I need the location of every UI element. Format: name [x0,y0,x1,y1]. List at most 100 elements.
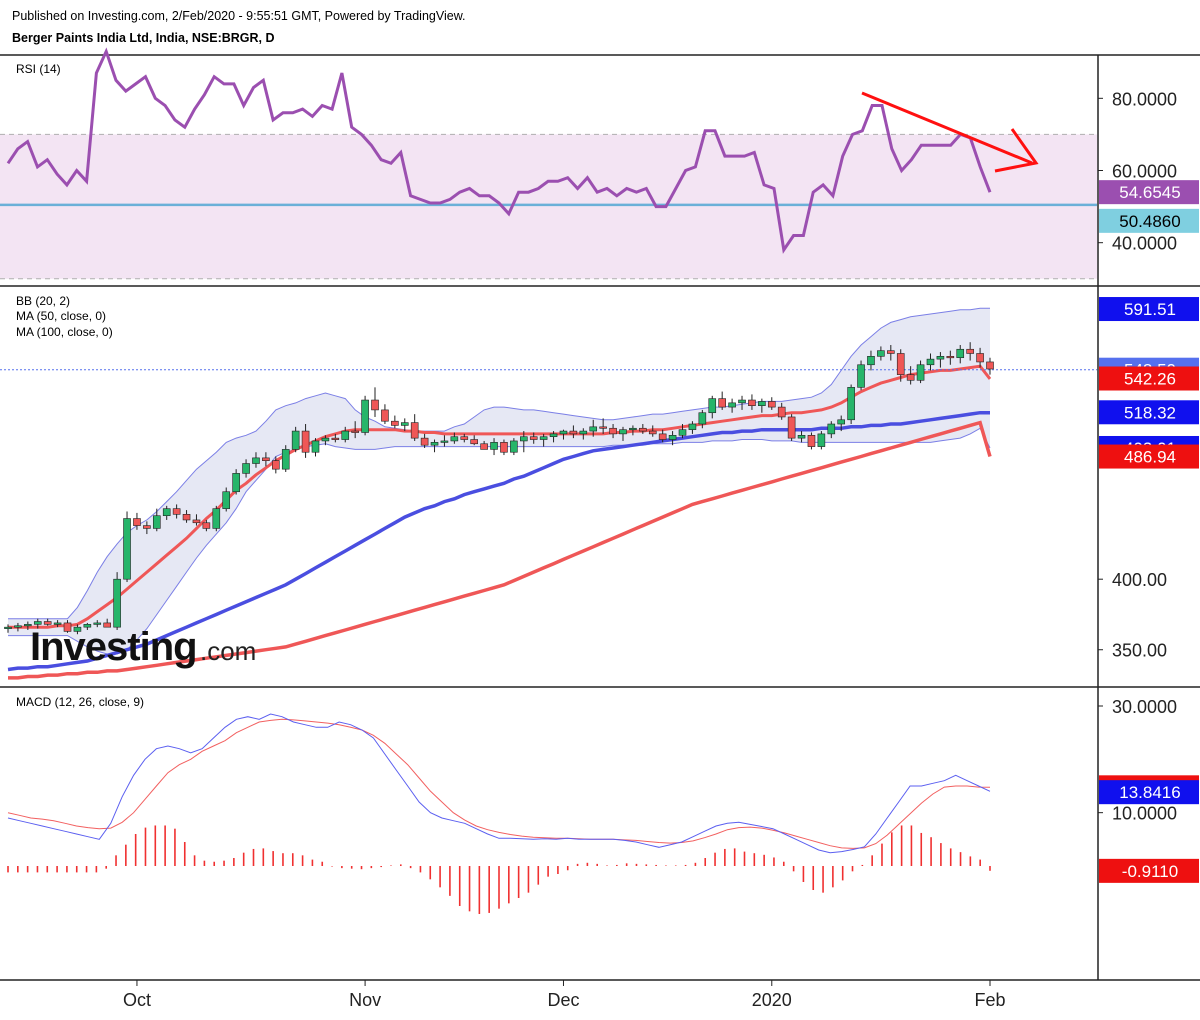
bollinger-lower-line [8,427,991,655]
candle [539,433,548,447]
candle [748,394,756,410]
candle [519,431,528,453]
candle [896,349,905,382]
rsi-tick-label: 80.0000 [1112,89,1177,109]
candle [777,402,786,420]
price-panel: Investing .com BB (20, 2) MA (50, close,… [0,294,1199,680]
rsi-value-badge: 54.6545 [1099,180,1199,205]
x-tick-label: Nov [349,990,381,1010]
x-tick-label: Dec [547,990,579,1010]
candle [113,572,121,630]
candle [301,424,310,458]
candle [529,432,538,444]
candle [143,521,151,535]
candle [510,438,518,456]
candle [827,421,836,439]
x-axis: Oct Nov Dec 2020 Feb [123,980,1006,1010]
candle [311,438,320,457]
candle [549,431,558,443]
candle [172,504,181,519]
candle [916,360,925,384]
candle [966,342,974,361]
candle [192,514,201,526]
ma100-legend: MA (100, close, 0) [16,325,113,339]
candle [4,624,12,633]
macd-badge: 13.8416 [1099,780,1199,805]
candle [480,440,488,450]
candle [103,618,111,628]
candle [639,424,647,434]
candle [668,431,677,446]
candle [43,618,52,626]
candle [718,391,726,410]
price-badge: 486.94 [1099,444,1199,469]
ma-100-line [8,420,992,680]
candle [678,424,687,439]
bb-legend: BB (20, 2) [16,294,70,308]
candle [619,426,627,441]
candle [83,622,92,630]
candle [490,438,498,456]
rsi-tick-label: 60.0000 [1112,162,1177,182]
candle [232,469,240,495]
candle [341,426,350,443]
candle [767,397,776,410]
rsi-signal-badge: 50.4860 [1099,208,1199,233]
svg-text:542.26: 542.26 [1124,370,1176,389]
logo-wordmark: Investing [30,625,197,669]
svg-text:591.51: 591.51 [1124,300,1176,319]
candle [807,432,816,450]
candle [837,415,846,432]
candle [252,452,260,468]
candle [500,439,508,456]
candle [291,426,300,453]
x-tick-label: Feb [974,990,1005,1010]
candle [73,624,82,635]
rsi-legend: RSI (14) [16,62,61,76]
candle [728,398,736,413]
candle [14,622,22,632]
candle [53,620,62,628]
rsi-panel: RSI (14) 80.0000 60.0000 40.0000 54.6545 50… [0,47,1199,280]
bollinger-upper-line [8,307,990,620]
candle [202,519,211,532]
candle [361,395,369,436]
x-tick-label: 2020 [752,990,792,1010]
candle [797,431,806,443]
candle [410,414,419,441]
candle [262,452,270,467]
investing-logo: Investing .com [30,625,256,669]
candle [440,435,449,447]
candle [976,347,984,368]
macd-line [7,713,991,854]
candle [629,425,637,436]
rsi-tick-label: 40.0000 [1112,234,1177,254]
candle [906,366,915,385]
candle [182,510,191,523]
rsi-band [0,134,1097,279]
candle [579,428,588,440]
svg-text:-0.9110: -0.9110 [1122,862,1178,881]
candle [371,387,379,417]
candle [658,429,667,443]
svg-text:50.4860: 50.4860 [1119,212,1180,231]
candle [986,357,994,375]
candle [569,425,578,439]
logo-suffix: .com [200,636,256,666]
candle [589,419,598,437]
candle [936,352,945,368]
candle [400,418,409,432]
ma-50-line [7,410,990,672]
candle [698,409,707,429]
candle [857,360,865,391]
candle [926,353,935,371]
candle [152,508,161,532]
candle [63,620,72,633]
candle [450,432,459,444]
candle [331,433,340,443]
candle [381,404,389,425]
published-note: Published on Investing.com, 2/Feb/2020 -… [12,9,466,23]
macd-badge: -0.9110 [1099,858,1199,883]
price-badge: 518.32 [1099,400,1199,425]
ma50-legend: MA (50, close, 0) [16,309,106,323]
